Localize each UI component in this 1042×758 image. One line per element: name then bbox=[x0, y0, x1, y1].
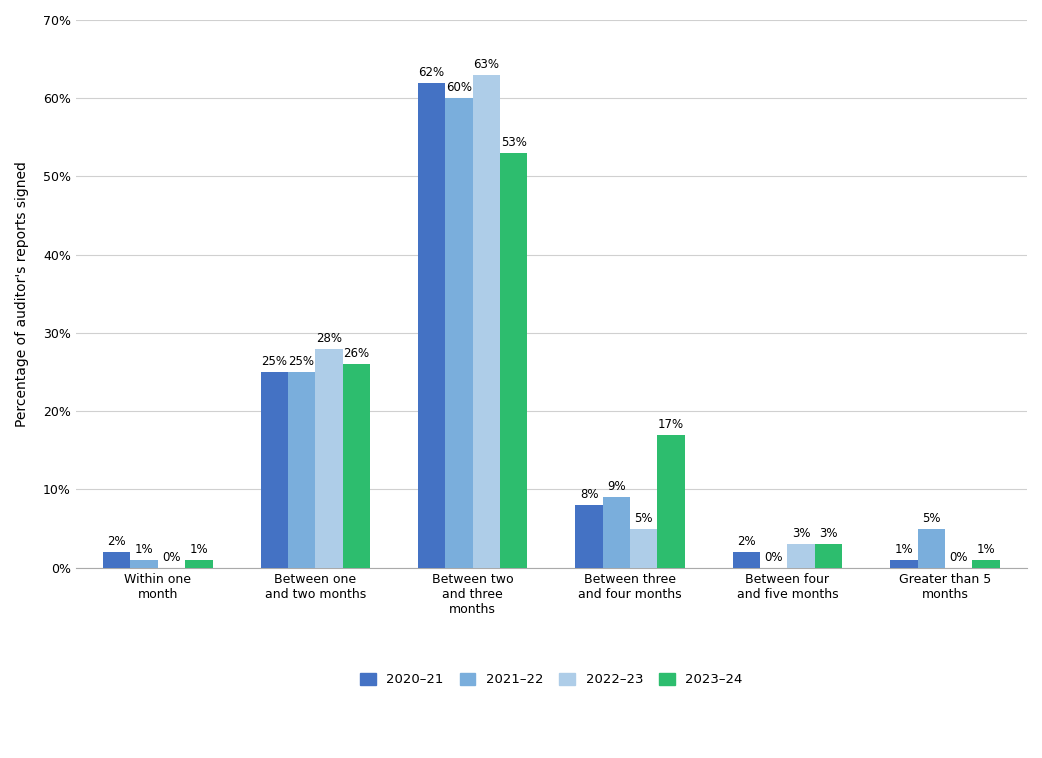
Text: 2%: 2% bbox=[107, 535, 126, 548]
Text: 53%: 53% bbox=[501, 136, 526, 149]
Text: 3%: 3% bbox=[792, 528, 811, 540]
Text: 1%: 1% bbox=[976, 543, 995, 556]
Text: 25%: 25% bbox=[262, 356, 288, 368]
Bar bbox=[103, 552, 130, 568]
Bar bbox=[788, 544, 815, 568]
Text: 5%: 5% bbox=[922, 512, 941, 525]
Text: 17%: 17% bbox=[659, 418, 685, 431]
Bar bbox=[630, 528, 658, 568]
Bar bbox=[445, 99, 473, 568]
Bar bbox=[288, 372, 316, 568]
Text: 2%: 2% bbox=[737, 535, 755, 548]
Legend: 2020–21, 2021–22, 2022–23, 2023–24: 2020–21, 2021–22, 2022–23, 2023–24 bbox=[354, 668, 748, 691]
Bar bbox=[575, 505, 602, 568]
Bar bbox=[316, 349, 343, 568]
Bar bbox=[185, 560, 213, 568]
Text: 9%: 9% bbox=[607, 481, 625, 493]
Bar bbox=[473, 75, 500, 568]
Text: 1%: 1% bbox=[134, 543, 153, 556]
Text: 25%: 25% bbox=[289, 356, 315, 368]
Text: 0%: 0% bbox=[765, 551, 783, 564]
Bar bbox=[260, 372, 288, 568]
Bar bbox=[500, 153, 527, 568]
Text: 1%: 1% bbox=[190, 543, 208, 556]
Bar bbox=[890, 560, 918, 568]
Bar bbox=[918, 528, 945, 568]
Text: 5%: 5% bbox=[635, 512, 653, 525]
Bar bbox=[733, 552, 760, 568]
Text: 60%: 60% bbox=[446, 81, 472, 94]
Text: 8%: 8% bbox=[579, 488, 598, 501]
Bar bbox=[815, 544, 842, 568]
Bar bbox=[658, 434, 685, 568]
Text: 0%: 0% bbox=[163, 551, 181, 564]
Y-axis label: Percentage of auditor's reports signed: Percentage of auditor's reports signed bbox=[15, 161, 29, 427]
Bar bbox=[972, 560, 999, 568]
Text: 3%: 3% bbox=[819, 528, 838, 540]
Text: 62%: 62% bbox=[419, 66, 445, 79]
Bar bbox=[130, 560, 158, 568]
Bar bbox=[343, 365, 370, 568]
Bar bbox=[418, 83, 445, 568]
Text: 0%: 0% bbox=[949, 551, 968, 564]
Text: 1%: 1% bbox=[894, 543, 913, 556]
Text: 63%: 63% bbox=[473, 58, 499, 70]
Text: 28%: 28% bbox=[316, 332, 342, 345]
Bar bbox=[602, 497, 630, 568]
Text: 26%: 26% bbox=[343, 347, 370, 360]
